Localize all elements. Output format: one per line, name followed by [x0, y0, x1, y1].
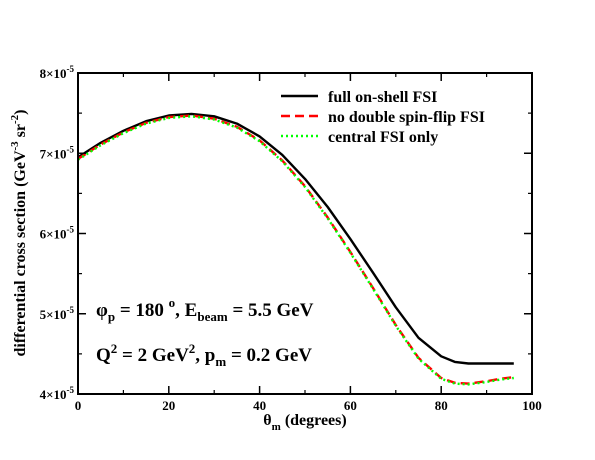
x-axis-label-rest: (degrees) [281, 412, 347, 429]
legend-label-full-on-shell: full on-shell FSI [328, 89, 437, 106]
annotation-q-sup: 2 [111, 341, 118, 356]
y-axis-label-sup2: -2 [9, 114, 21, 124]
y-axis-label-sup1: -3 [9, 141, 21, 151]
x-axis-label-sub: m [272, 421, 281, 433]
annotation-e: , E [175, 300, 197, 321]
annotation-e-sub: beam [197, 309, 228, 324]
y-axis-label-part1: differential cross section (GeV [12, 150, 29, 356]
series-layer [77, 112, 514, 386]
annotation-degree-sup: o [169, 295, 176, 310]
y-tick-label: 5×10-5 [40, 305, 75, 322]
x-tick-label: 60 [344, 398, 357, 413]
x-axis-label: θm (degrees) [263, 412, 346, 433]
annotation-phi-sub: p [108, 309, 115, 324]
annotation-angle-value: = 180 [115, 300, 169, 321]
y-axis-label-part2: sr [12, 124, 29, 141]
annotation-p-value: = 0.2 GeV [226, 345, 312, 366]
series-line-1 [77, 112, 514, 365]
x-tick-label: 20 [162, 398, 175, 413]
x-tick-label: 80 [435, 398, 448, 413]
legend: full on-shell FSI no double spin-flip FS… [281, 89, 485, 146]
x-axis-label-main: θ [263, 412, 271, 429]
x-tick-label: 40 [253, 398, 266, 413]
y-tick-label: 8×10-5 [40, 64, 75, 81]
annotation-p: , p [195, 345, 215, 366]
legend-label-no-double-spin-flip: no double spin-flip FSI [328, 109, 485, 126]
legend-label-central-fsi: central FSI only [328, 129, 438, 146]
annotation-gev-sup: 2 [189, 341, 196, 356]
annotation-q-value: = 2 GeV [117, 345, 189, 366]
annotation-kinematics-2: Q2 = 2 GeV2, pm = 0.2 GeV [96, 341, 312, 369]
annotation-phi: φ [96, 300, 108, 321]
annotation-p-sub: m [215, 354, 226, 369]
axis-ticks: 0 20 40 60 80 100 4×10-5 5×10-5 6×10-5 7×10-5 8×10… [40, 64, 542, 413]
x-tick-label: 0 [75, 398, 82, 413]
y-tick-label: 6×10-5 [40, 225, 75, 242]
y-tick-label: 4×10-5 [40, 385, 75, 402]
x-tick-label: 100 [522, 398, 542, 413]
y-tick-label: 7×10-5 [40, 144, 75, 161]
y-axis-label: differential cross section (GeV-3 sr-2) [9, 109, 29, 356]
annotation-q: Q [96, 345, 111, 366]
annotation-beam-energy: = 5.5 GeV [228, 300, 314, 321]
annotation-kinematics-1: φp = 180 o, Ebeam = 5.5 GeV [96, 295, 314, 324]
y-axis-label-part3: ) [12, 109, 29, 114]
series-line-3 [77, 115, 514, 386]
series-line-2 [77, 114, 514, 385]
